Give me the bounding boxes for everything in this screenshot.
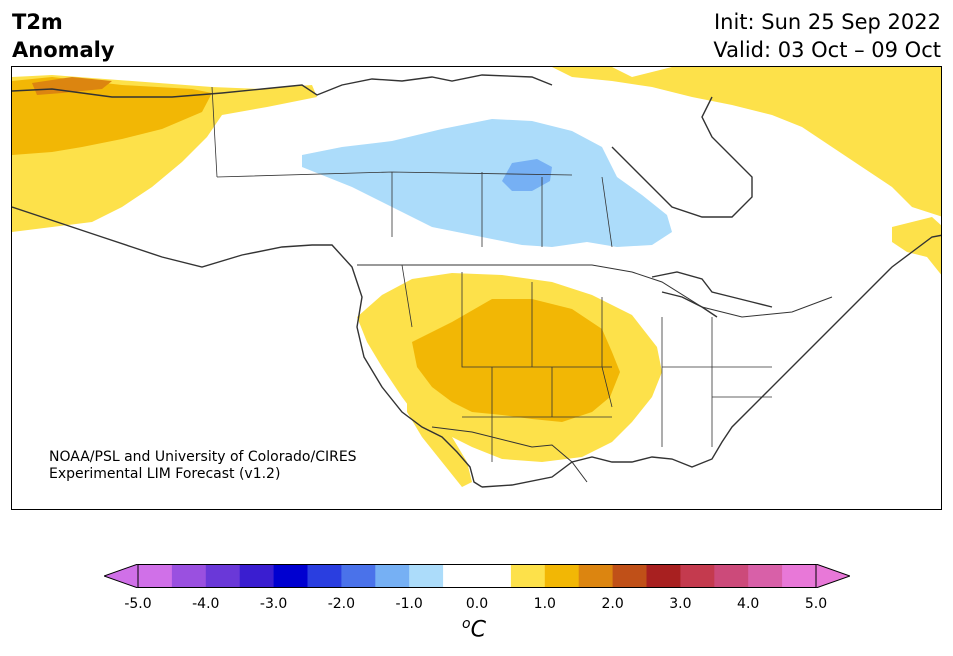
colorbar-cell — [782, 564, 817, 588]
colorbar-cell — [307, 564, 342, 588]
colorbar-cell — [748, 564, 783, 588]
cool-anomaly-core — [502, 159, 552, 191]
colorbar-cell — [409, 564, 444, 588]
init-date: Init: Sun 25 Sep 2022 — [713, 10, 941, 34]
colorbar-tick-label: -4.0 — [192, 596, 220, 612]
map-title: T2m Anomaly — [12, 8, 115, 64]
valid-range: Valid: 03 Oct – 09 Oct — [713, 38, 941, 62]
unit-celsius: C — [470, 617, 486, 643]
colorbar-cell — [443, 564, 478, 588]
hudson-bay-coast — [611, 96, 753, 218]
state-province-lines — [211, 86, 772, 462]
credit-line2: Experimental LIM Forecast (v1.2) — [49, 466, 281, 482]
colorbar-cell — [646, 564, 681, 588]
colorbar-cell — [205, 564, 241, 588]
colorbar-tick-label: 3.0 — [669, 596, 692, 612]
credit-text: NOAA/PSL and University of Colorado/CIRE… — [49, 449, 357, 483]
warm-anomaly-arctic — [552, 67, 941, 217]
colorbar-tick-label: 0.0 — [465, 596, 489, 612]
colorbar-tick-label: -3.0 — [259, 596, 288, 612]
cool-anomaly-canada — [302, 119, 672, 247]
colorbar-cell — [680, 564, 715, 588]
colorbar-tick-labels: -5.0 -4.0 -3.0 -2.0 -1.0 0.0 1.0 2.0 3.0 4.0 5.0 — [0, 596, 953, 616]
unit-degree: o — [462, 616, 471, 632]
anomaly-map — [11, 66, 942, 510]
colorbar-tick-label: -2.0 — [327, 596, 356, 612]
colorbar-cell — [239, 564, 275, 588]
colorbar-under-arrow — [104, 564, 139, 588]
canada-us-border — [357, 264, 833, 318]
colorbar-cell — [171, 564, 207, 588]
colorbar-cell — [341, 564, 376, 588]
warm-anomaly-newfoundland — [892, 217, 941, 275]
gulf-coastline — [481, 234, 941, 488]
colorbar-cell — [138, 564, 173, 588]
colorbar-cell — [273, 564, 308, 588]
colorbar-outline — [137, 564, 817, 588]
colorbar-tick-label: 5.0 — [804, 596, 828, 612]
map-title-line1: T2m — [12, 10, 63, 34]
colorbar-tick-label: -5.0 — [124, 596, 152, 612]
colorbar-over-arrow — [815, 564, 850, 588]
us-mexico-border — [431, 426, 588, 483]
warm-anomaly-alaska-core — [32, 77, 112, 95]
pacific-coastline — [12, 74, 553, 488]
colorbar-cell — [714, 564, 749, 588]
colorbar-cell — [544, 564, 580, 588]
colorbar-tick-label: 2.0 — [601, 596, 624, 612]
colorbar-tick-label: -1.0 — [395, 596, 423, 612]
map-canvas — [12, 67, 941, 488]
colorbar-cells — [138, 564, 817, 588]
colorbar-cell — [510, 564, 546, 588]
colorbar — [104, 564, 850, 588]
colorbar-cell — [477, 564, 512, 588]
colorbar-unit: oC — [462, 616, 486, 642]
warm-anomaly-baja — [407, 387, 472, 487]
colorbar-cell — [375, 564, 410, 588]
anomaly-shading — [12, 67, 941, 487]
great-lakes — [651, 271, 773, 318]
colorbar-cell — [578, 564, 614, 588]
warm-anomaly-us-strong — [412, 299, 620, 422]
forecast-dates: Init: Sun 25 Sep 2022 Valid: 03 Oct – 09… — [713, 8, 941, 64]
colorbar-cell — [612, 564, 647, 588]
geographic-outlines — [12, 74, 941, 488]
credit-line1: NOAA/PSL and University of Colorado/CIRE… — [49, 449, 357, 465]
colorbar-tick-label: 4.0 — [737, 596, 760, 612]
map-title-line2: Anomaly — [12, 38, 115, 62]
colorbar-tick-label: 1.0 — [533, 596, 556, 612]
